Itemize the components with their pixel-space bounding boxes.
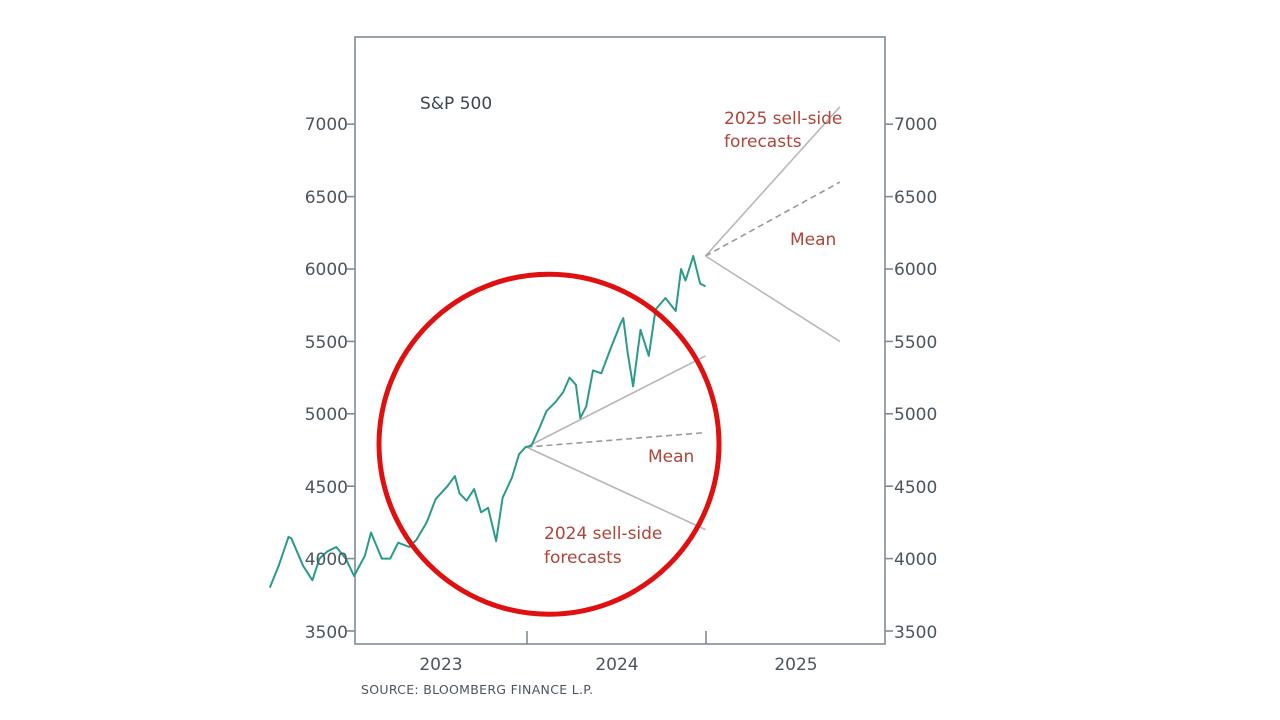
y-tick-label-left-6000: 6000 [305, 260, 348, 280]
chart-title: S&P 500 [420, 94, 492, 114]
2024-mean-forecast-line [526, 431, 706, 448]
2024-high-forecast-line [526, 355, 706, 448]
y-tick-label-left-4500: 4500 [305, 478, 348, 498]
annotation-2025-forecasts-line1: 2025 sell-side [724, 109, 842, 129]
y-tick-label-right-3500: 3500 [894, 623, 937, 643]
sp500-price-line [268, 255, 706, 588]
2025-high-forecast-line [704, 106, 841, 257]
source-note: SOURCE: BLOOMBERG FINANCE L.P. [361, 682, 593, 697]
x-tick-label-2024: 2024 [595, 655, 638, 675]
y-tick-label-right-5000: 5000 [894, 405, 937, 425]
y-tick-label-left-3500: 3500 [305, 623, 348, 643]
y-tick-label-left-5500: 5500 [305, 333, 348, 353]
series-line [268, 255, 706, 588]
y-tick-label-right-7000: 7000 [894, 115, 937, 135]
annotation-2025-forecasts-line2: forecasts [724, 132, 802, 152]
x-tick-label-2025: 2025 [774, 655, 817, 675]
highlight-circle [376, 271, 722, 617]
y-tick-label-right-4500: 4500 [894, 478, 937, 498]
y-tick-label-left-6500: 6500 [305, 188, 348, 208]
y-tick-marks-left [347, 123, 355, 632]
y-tick-label-left-5000: 5000 [305, 405, 348, 425]
y-tick-label-right-4000: 4000 [894, 550, 937, 570]
annotation-mean-2024: Mean [648, 447, 694, 467]
y-tick-marks-right [885, 123, 893, 632]
2024-low-forecast-line [526, 446, 706, 531]
annotation-2024-forecasts-line2: forecasts [544, 548, 622, 568]
y-tick-label-right-6500: 6500 [894, 188, 937, 208]
forecast-lines [526, 106, 841, 531]
x-tick-label-2023: 2023 [419, 655, 462, 675]
y-tick-label-right-6000: 6000 [894, 260, 937, 280]
plot-frame [354, 36, 886, 645]
annotation-2024-forecasts-line1: 2024 sell-side [544, 524, 662, 544]
2025-low-forecast-line [705, 255, 841, 343]
y-tick-label-left-7000: 7000 [305, 115, 348, 135]
annotation-mean-2025: Mean [790, 230, 836, 250]
x-tick-marks [526, 631, 707, 644]
y-tick-label-right-5500: 5500 [894, 333, 937, 353]
y-tick-label-left-4000: 4000 [305, 550, 348, 570]
2025-mean-forecast-line [705, 181, 841, 257]
